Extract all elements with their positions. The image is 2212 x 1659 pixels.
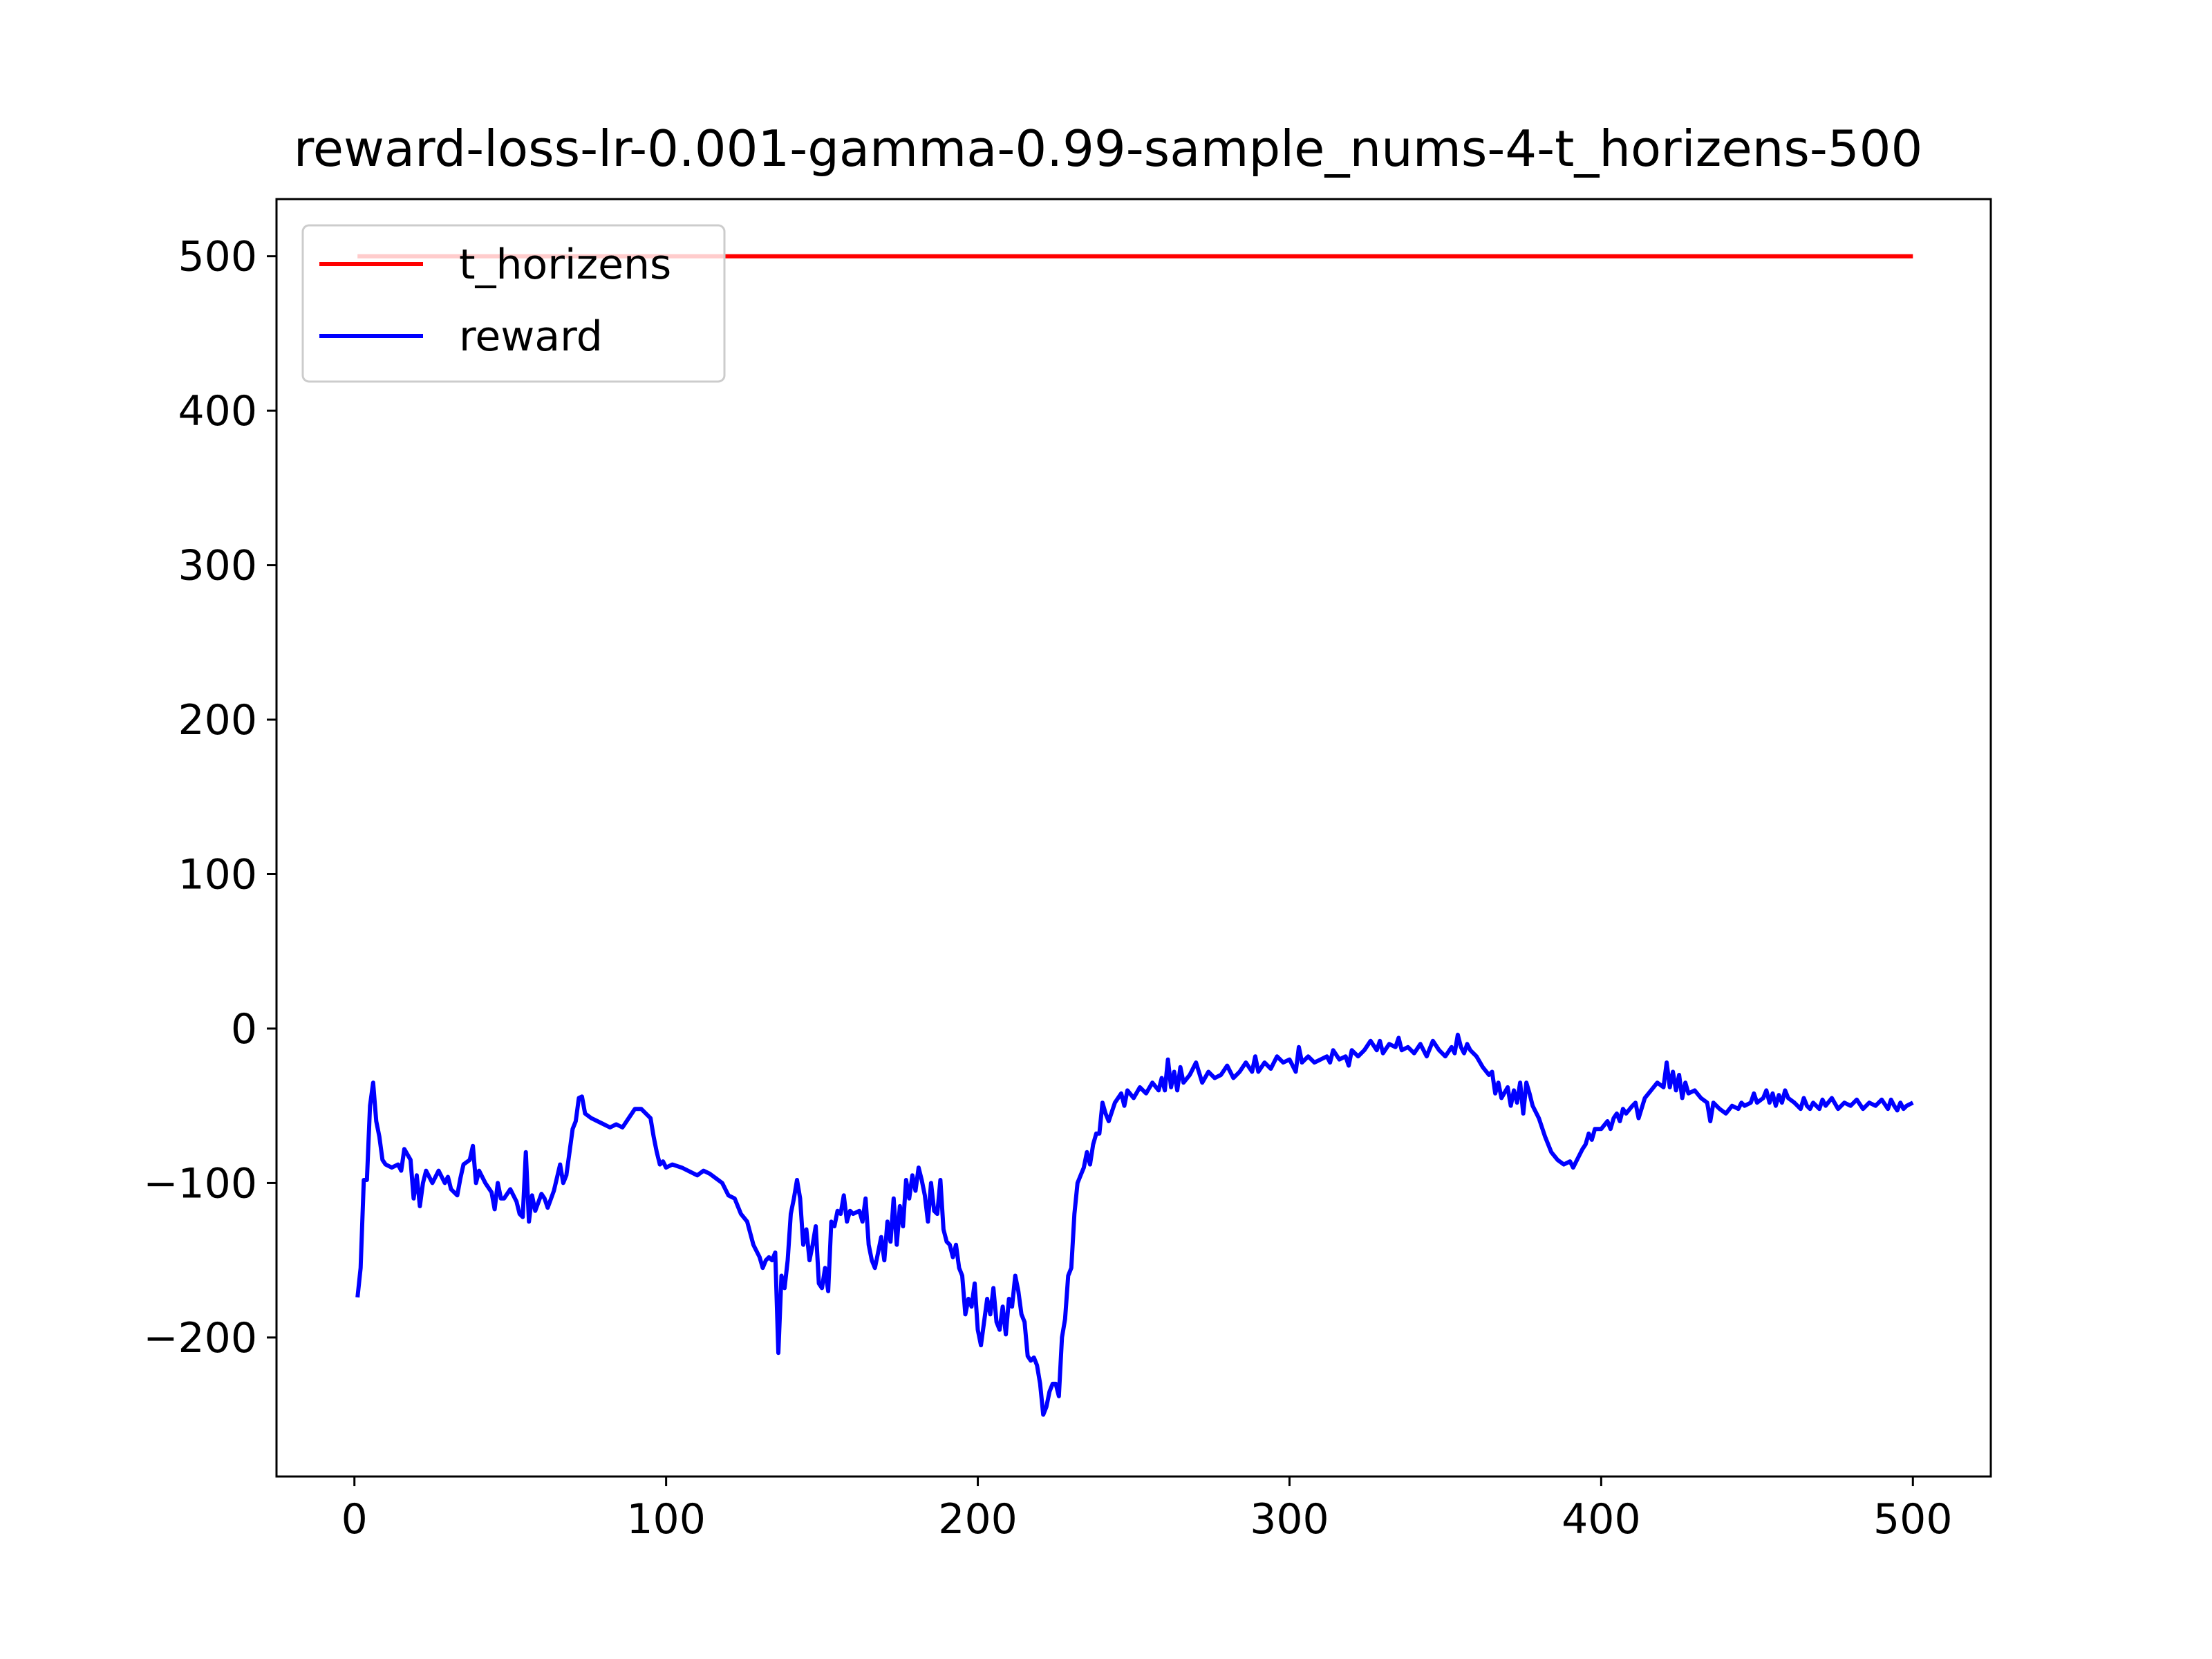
y-tick-label: 400 [178, 387, 257, 435]
y-tick-label: −100 [143, 1159, 257, 1208]
y-axis: −200 −100 0 100 200 300 400 500 [143, 233, 276, 1362]
y-tick-label: 300 [178, 542, 257, 590]
y-tick-label: 200 [178, 696, 257, 744]
y-tick-label: 100 [178, 851, 257, 899]
x-tick-label: 300 [1250, 1495, 1329, 1544]
chart-title: reward-loss-lr-0.001-gamma-0.99-sample_n… [294, 120, 1923, 178]
y-tick-label: 500 [178, 233, 257, 281]
y-tick-label: 0 [231, 1005, 257, 1053]
series-layer [355, 254, 1914, 1417]
x-tick-label: 400 [1562, 1495, 1641, 1544]
y-tick-label: −200 [143, 1314, 257, 1362]
legend-label-t-horizens: t_horizens [459, 241, 671, 289]
plot-frame [275, 198, 1992, 1478]
legend-label-reward: reward [459, 312, 603, 361]
x-tick-label: 100 [626, 1495, 706, 1544]
x-axis: 0 100 200 300 400 500 [341, 1477, 1953, 1544]
x-tick-label: 200 [938, 1495, 1018, 1544]
x-tick-label: 0 [341, 1495, 368, 1544]
x-tick-label: 500 [1873, 1495, 1953, 1544]
series-line-reward [355, 1032, 1914, 1417]
